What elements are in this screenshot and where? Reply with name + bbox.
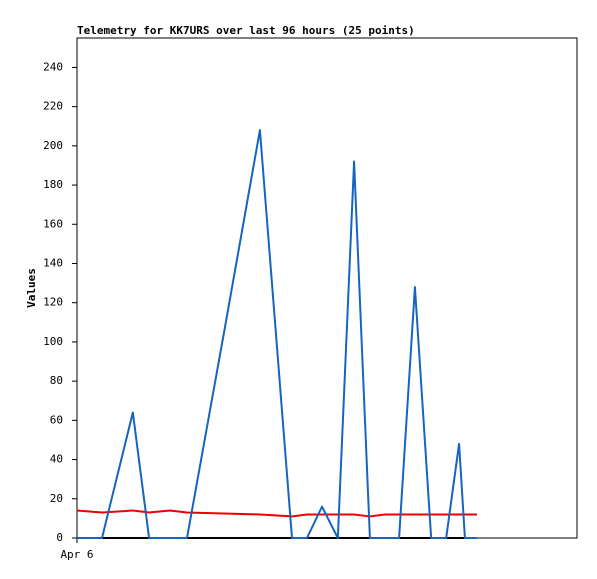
y-tick-label: 200 <box>43 139 63 152</box>
chart-title: Telemetry for KK7URS over last 96 hours … <box>77 24 415 37</box>
y-tick-label: 0 <box>56 531 63 544</box>
y-tick-label: 220 <box>43 100 63 113</box>
y-tick-label: 140 <box>43 256 63 269</box>
y-tick-label: 120 <box>43 296 63 309</box>
x-tick-label: Apr 6 <box>60 548 93 561</box>
y-tick-label: 160 <box>43 217 63 230</box>
series-line <box>76 509 477 518</box>
y-tick-label: 100 <box>43 335 63 348</box>
y-tick-label: 80 <box>50 374 63 387</box>
y-tick-label: 60 <box>50 413 63 426</box>
y-tick-label: 40 <box>50 453 63 466</box>
y-tick-label: 20 <box>50 492 63 505</box>
y-tick-label: 240 <box>43 60 63 73</box>
y-axis-label: Values <box>25 268 38 308</box>
y-tick-label: 180 <box>43 178 63 191</box>
series-line <box>77 129 477 539</box>
